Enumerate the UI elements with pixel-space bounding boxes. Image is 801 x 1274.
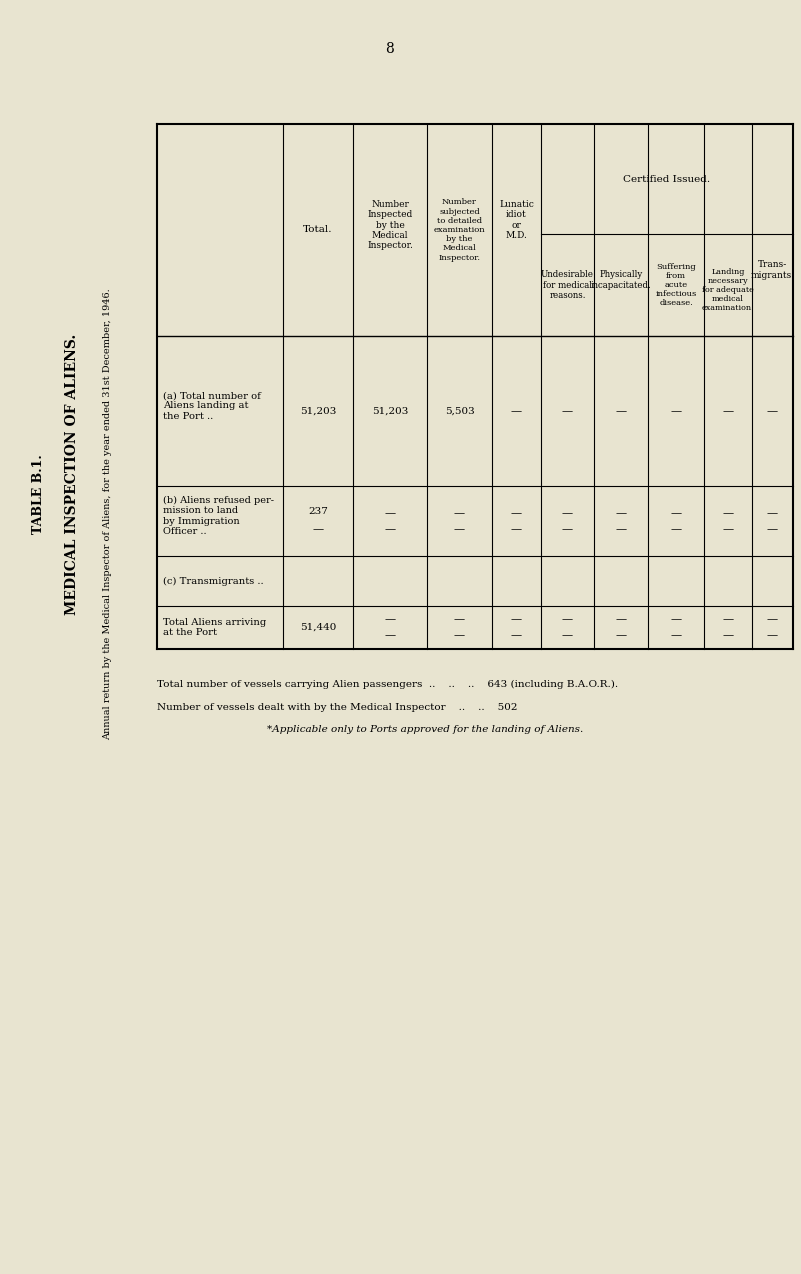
Text: —: — <box>767 614 778 624</box>
Text: TABLE B.1.: TABLE B.1. <box>31 454 45 534</box>
Text: —: — <box>615 631 626 641</box>
Text: 8: 8 <box>385 42 394 56</box>
Text: 237: 237 <box>308 507 328 516</box>
Text: —: — <box>384 631 396 641</box>
Text: —: — <box>312 524 324 534</box>
Text: Annual return by the Medical Inspector of Aliens, for the year ended 31st Decemb: Annual return by the Medical Inspector o… <box>103 288 112 740</box>
Text: —: — <box>511 524 522 534</box>
Text: —: — <box>615 406 626 417</box>
Text: 5,503: 5,503 <box>445 406 474 415</box>
Text: —: — <box>384 524 396 534</box>
Text: —: — <box>670 508 682 519</box>
Text: —: — <box>562 631 573 641</box>
Text: Total number of vessels carrying Alien passengers  ..    ..    ..    643 (includ: Total number of vessels carrying Alien p… <box>157 679 618 688</box>
Text: —: — <box>767 508 778 519</box>
Text: Undesirable
for medical
reasons.: Undesirable for medical reasons. <box>541 270 594 299</box>
Text: —: — <box>454 631 465 641</box>
Text: —: — <box>454 508 465 519</box>
Text: (b) Aliens refused per-
mission to land
by Immigration
Officer ..: (b) Aliens refused per- mission to land … <box>163 496 274 536</box>
Text: —: — <box>723 524 734 534</box>
Text: Lunatic
idiot
or
M.D.: Lunatic idiot or M.D. <box>499 200 534 240</box>
Text: —: — <box>562 524 573 534</box>
Text: —: — <box>723 631 734 641</box>
Text: —: — <box>511 406 522 417</box>
Text: —: — <box>511 508 522 519</box>
Text: —: — <box>454 524 465 534</box>
Text: *Applicable only to Ports approved for the landing of Aliens.: *Applicable only to Ports approved for t… <box>267 725 583 734</box>
Text: —: — <box>723 406 734 417</box>
Text: —: — <box>670 614 682 624</box>
Text: Trans-
migrants.: Trans- migrants. <box>751 260 795 280</box>
Text: —: — <box>454 614 465 624</box>
Text: —: — <box>615 508 626 519</box>
Text: 51,203: 51,203 <box>372 406 409 415</box>
Text: Number
Inspected
by the
Medical
Inspector.: Number Inspected by the Medical Inspecto… <box>367 200 413 250</box>
Text: 51,440: 51,440 <box>300 623 336 632</box>
Text: MEDICAL INSPECTION OF ALIENS.: MEDICAL INSPECTION OF ALIENS. <box>65 334 79 614</box>
Text: —: — <box>767 524 778 534</box>
Text: Total Aliens arriving
at the Port: Total Aliens arriving at the Port <box>163 618 266 637</box>
Text: —: — <box>562 614 573 624</box>
Text: —: — <box>562 508 573 519</box>
Text: Number of vessels dealt with by the Medical Inspector    ..    ..    502: Number of vessels dealt with by the Medi… <box>157 702 517 711</box>
Text: —: — <box>767 631 778 641</box>
Text: (a) Total number of
Aliens landing at
the Port ..: (a) Total number of Aliens landing at th… <box>163 391 261 420</box>
Text: Physically
incapacitated.: Physically incapacitated. <box>590 270 651 289</box>
Text: Total.: Total. <box>304 225 332 234</box>
Text: 51,203: 51,203 <box>300 406 336 415</box>
Text: —: — <box>670 406 682 417</box>
Text: —: — <box>562 406 573 417</box>
Text: —: — <box>767 406 778 417</box>
Text: Number
subjected
to detailed
examination
by the
Medical
Inspector.: Number subjected to detailed examination… <box>433 199 485 261</box>
Text: —: — <box>511 614 522 624</box>
Text: Suffering
from
acute
infectious
disease.: Suffering from acute infectious disease. <box>655 262 697 307</box>
Text: —: — <box>615 524 626 534</box>
Text: —: — <box>615 614 626 624</box>
Text: Certified Issued.: Certified Issued. <box>623 175 710 183</box>
Text: —: — <box>723 614 734 624</box>
Text: Landing
necessary
for adequate
medical
examination.: Landing necessary for adequate medical e… <box>702 268 755 312</box>
Text: —: — <box>511 631 522 641</box>
Text: —: — <box>723 508 734 519</box>
Text: (c) Transmigrants ..: (c) Transmigrants .. <box>163 576 264 586</box>
Text: —: — <box>384 508 396 519</box>
Text: —: — <box>670 524 682 534</box>
Text: —: — <box>384 614 396 624</box>
Text: —: — <box>670 631 682 641</box>
